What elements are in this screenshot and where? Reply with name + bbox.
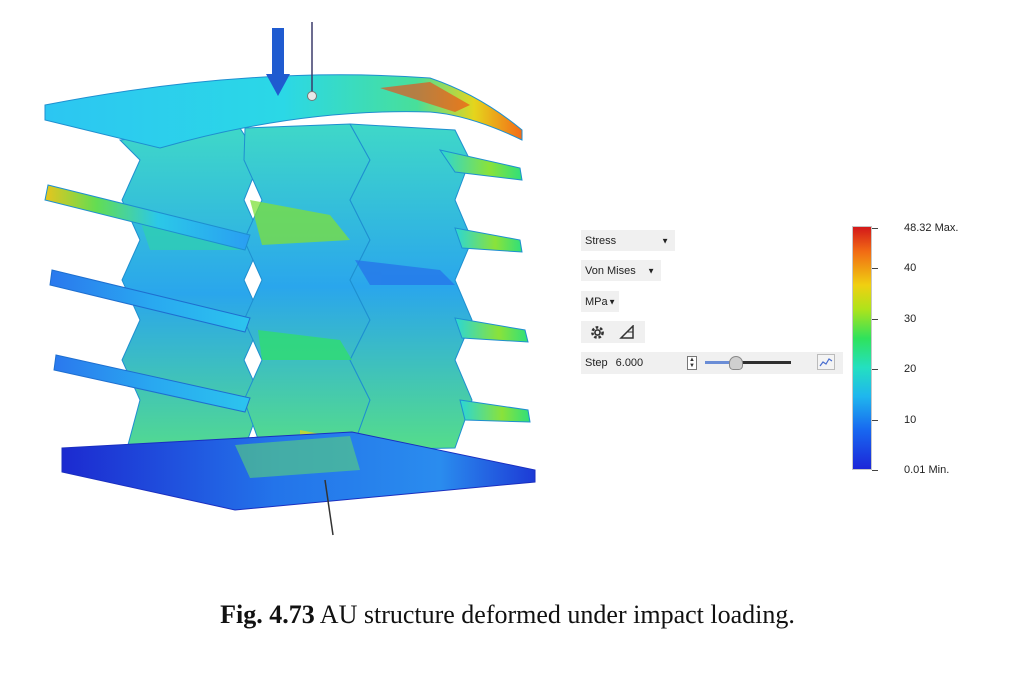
legend-tick bbox=[872, 268, 878, 269]
legend-tick-label: 30 bbox=[904, 313, 917, 325]
step-label: Step bbox=[585, 357, 608, 369]
chevron-down-icon: ▼ bbox=[647, 266, 655, 275]
criterion-value: Von Mises bbox=[585, 264, 636, 277]
step-slider-fill bbox=[705, 361, 736, 364]
stress-result-render bbox=[44, 22, 536, 536]
legend-tick bbox=[872, 420, 878, 421]
figure-caption-text: AU structure deformed under impact loadi… bbox=[319, 600, 795, 629]
unit-dropdown[interactable]: MPa ▼ bbox=[581, 291, 619, 312]
load-arrow-icon bbox=[266, 28, 290, 96]
chevron-down-icon: ▼ bbox=[608, 297, 616, 306]
step-control: Step 6.000 ▲ ▼ bbox=[581, 352, 843, 374]
stress-color-legend bbox=[852, 226, 872, 470]
legend-min-label: 0.01 Min. bbox=[904, 464, 950, 476]
legend-tick bbox=[872, 319, 878, 320]
legend-tick-label: 20 bbox=[904, 363, 917, 375]
legend-tick bbox=[872, 369, 878, 370]
figure-caption: Fig. 4.73 AU structure deformed under im… bbox=[0, 600, 1015, 630]
step-value-input[interactable]: 6.000 bbox=[615, 357, 644, 369]
step-spinner[interactable]: ▲ ▼ bbox=[687, 356, 697, 370]
criterion-dropdown[interactable]: Von Mises ▼ bbox=[581, 260, 661, 281]
unit-value: MPa bbox=[585, 295, 608, 308]
figure-number: Fig. 4.73 bbox=[220, 600, 315, 629]
step-slider-thumb[interactable] bbox=[729, 356, 744, 370]
result-type-dropdown[interactable]: Stress ▼ bbox=[581, 230, 675, 251]
display-tools bbox=[581, 321, 645, 343]
chevron-down-icon: ▼ bbox=[661, 236, 669, 245]
step-slider[interactable] bbox=[705, 356, 791, 370]
legend-tick-label: 40 bbox=[904, 262, 917, 274]
graph-icon[interactable] bbox=[817, 354, 835, 370]
settings-gear-icon[interactable] bbox=[589, 324, 606, 341]
triangle-probe-icon[interactable] bbox=[619, 325, 635, 339]
legend-max-label: 48.32 Max. bbox=[904, 222, 959, 234]
result-type-value: Stress bbox=[585, 234, 617, 247]
legend-tick bbox=[872, 470, 878, 471]
legend-tick-label: 10 bbox=[904, 414, 917, 426]
legend-tick bbox=[872, 228, 878, 229]
